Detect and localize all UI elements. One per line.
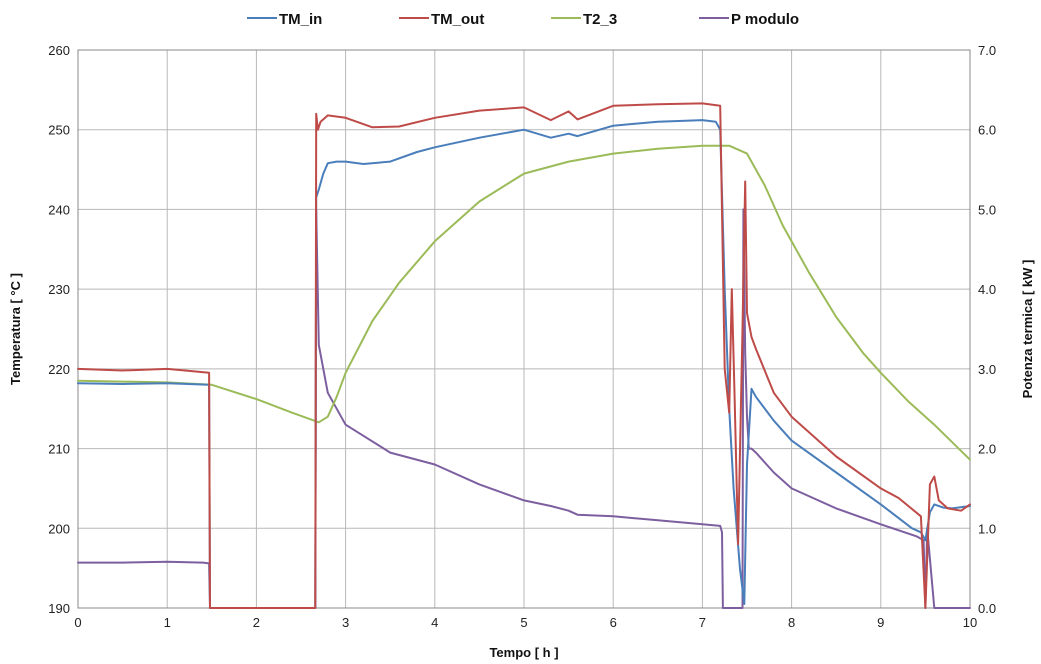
x-tick-label: 4 xyxy=(431,615,438,630)
grid xyxy=(77,49,971,609)
y-tick-label: 210 xyxy=(48,442,70,457)
y2-tick-label: 7.0 xyxy=(978,43,996,58)
y2-tick-label: 3.0 xyxy=(978,362,996,377)
y2-tick-label: 6.0 xyxy=(978,123,996,138)
y-tick-label: 200 xyxy=(48,521,70,536)
legend: TM_in TM_out T2_3 P modulo xyxy=(247,11,799,28)
y-tick-label: 190 xyxy=(48,601,70,616)
y-axis-title: Temperatura [ °C ] xyxy=(8,273,23,385)
x-tick-label: 9 xyxy=(877,615,884,630)
legend-label: TM_out xyxy=(431,11,484,28)
y-tick-label: 230 xyxy=(48,282,70,297)
x-tick-label: 3 xyxy=(342,615,349,630)
y2-tick-label: 4.0 xyxy=(978,282,996,297)
y2-tick-label: 5.0 xyxy=(978,202,996,217)
x-tick-label: 1 xyxy=(164,615,171,630)
x-tick-label: 8 xyxy=(788,615,795,630)
legend-label: T2_3 xyxy=(583,11,617,28)
series-line-tm-out xyxy=(77,102,971,609)
y2-tick-label: 2.0 xyxy=(978,442,996,457)
series-line-tm-in xyxy=(77,119,971,609)
x-tick-label: 10 xyxy=(963,615,977,630)
y-tick-label: 260 xyxy=(48,43,70,58)
y2-axis-title: Potenza termica [ kW ] xyxy=(1020,260,1035,399)
legend-label: P modulo xyxy=(731,11,799,28)
y2-tick-label: 1.0 xyxy=(978,521,996,536)
x-tick-label: 2 xyxy=(253,615,260,630)
y-tick-label: 220 xyxy=(48,362,70,377)
series-line-t2-3 xyxy=(77,144,971,461)
x-tick-label: 6 xyxy=(610,615,617,630)
legend-label: TM_in xyxy=(279,11,322,28)
y-tick-label: 250 xyxy=(48,123,70,138)
series-layer xyxy=(77,102,971,609)
x-tick-label: 5 xyxy=(520,615,527,630)
x-tick-label: 0 xyxy=(74,615,81,630)
x-tick-label: 7 xyxy=(699,615,706,630)
y-tick-label: 240 xyxy=(48,202,70,217)
x-axis-title: Tempo [ h ] xyxy=(489,645,558,660)
y2-tick-label: 0.0 xyxy=(978,601,996,616)
ticks: 0 1 2 3 4 5 6 7 8 9 10 190 200 210 220 230 240 250 260 0.0 1… xyxy=(48,43,996,630)
plot-frame xyxy=(77,49,971,609)
